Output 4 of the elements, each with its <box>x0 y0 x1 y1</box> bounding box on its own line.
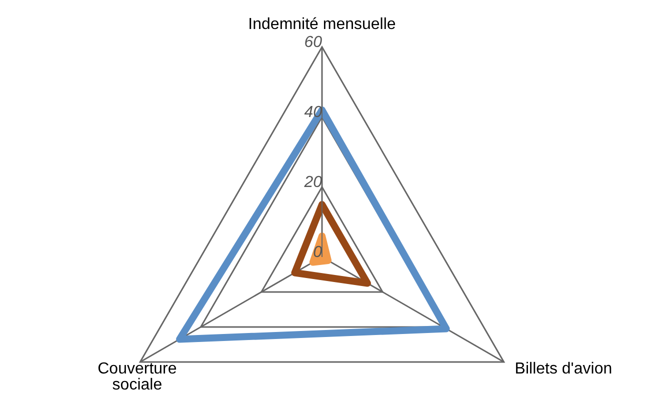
spoke-label: Billets d'avion <box>514 360 612 378</box>
spoke-label: Indemnité mensuelle <box>248 16 396 33</box>
spoke-label: Couverture sociale <box>98 360 177 394</box>
y-tick-label: 60 <box>304 34 322 51</box>
